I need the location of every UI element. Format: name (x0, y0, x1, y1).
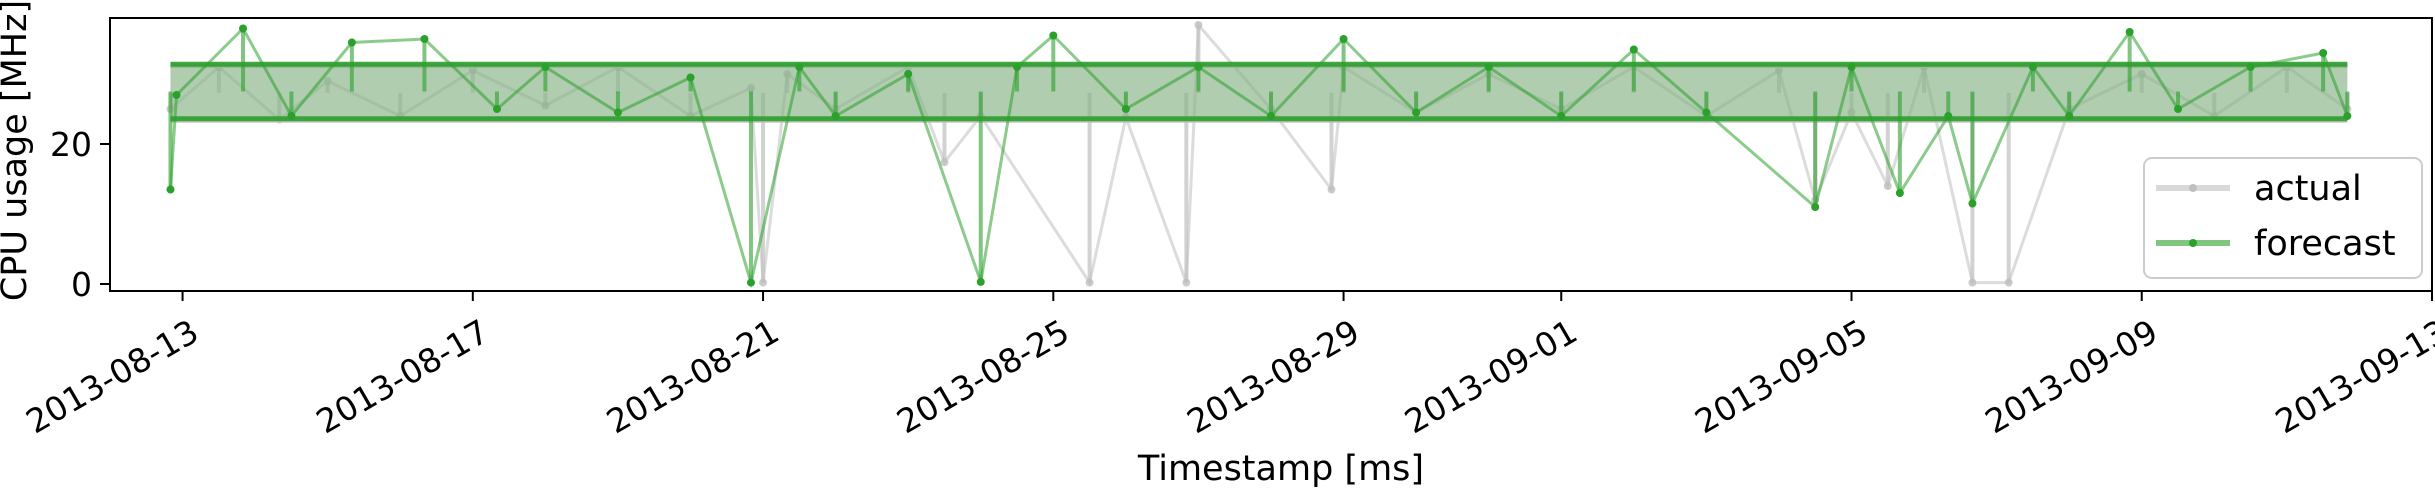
actual-line (169, 21, 2349, 287)
x-tick-label: 2013-08-21 (600, 312, 786, 442)
x-tick-label: 2013-09-01 (1398, 312, 1584, 442)
x-tick-label: 2013-09-05 (1688, 312, 1874, 442)
x-tick-label: 2013-08-17 (310, 312, 496, 442)
x-axis: 2013-08-13 2013-08-17 2013-08-21 2013-08-25… (19, 291, 2435, 441)
x-tick-label: 2013-09-09 (1979, 312, 2165, 442)
plot-area-frame (109, 17, 2433, 292)
x-tick-label: 2013-08-25 (890, 312, 1076, 442)
forecast-line (168, 26, 2349, 289)
legend-label-forecast: forecast (2254, 224, 2396, 264)
legend-marker-actual (2189, 184, 2197, 192)
y-axis-label: CPU usage [MHz] (0, 0, 35, 301)
x-tick-label: 2013-09-13 (2269, 312, 2435, 442)
x-tick-label: 2013-08-13 (19, 312, 205, 442)
legend-marker-forecast (2189, 239, 2197, 247)
y-axis: 0 20 (50, 125, 110, 304)
legend: actual forecast (2143, 157, 2423, 279)
legend-label-actual: actual (2254, 169, 2362, 209)
forecast-band (170, 64, 2348, 119)
x-tick-label: 2013-08-29 (1180, 312, 1366, 442)
x-axis-label: Timestamp [ms] (1137, 449, 1424, 489)
y-tick-label: 0 (71, 265, 92, 304)
actual-series (166, 21, 2352, 287)
y-tick-label: 20 (50, 125, 92, 164)
forecast-series (166, 24, 2352, 289)
